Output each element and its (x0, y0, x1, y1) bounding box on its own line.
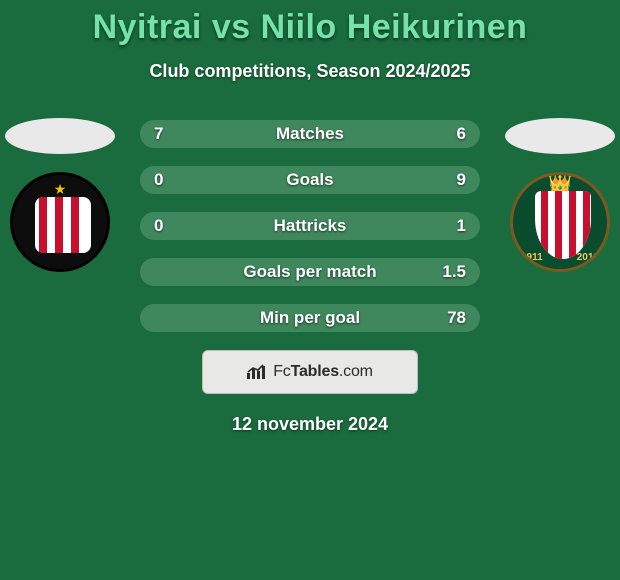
stat-row: Min per goal 78 (140, 304, 480, 332)
year-left: 1911 (521, 252, 543, 263)
left-crest: ★ (10, 172, 110, 272)
brand-suffix: .com (339, 363, 373, 380)
left-team-block: ★ (0, 118, 120, 272)
stat-right: 9 (457, 166, 466, 194)
subtitle: Club competitions, Season 2024/2025 (0, 61, 620, 82)
stat-right: 78 (447, 304, 466, 332)
stat-label: Hattricks (140, 212, 480, 240)
stat-row: Goals per match 1.5 (140, 258, 480, 286)
comparison-card: Nyitrai vs Niilo Heikurinen Club competi… (0, 0, 620, 580)
right-shield (535, 191, 591, 259)
brand-main: Tables (291, 363, 339, 380)
stat-right: 6 (457, 120, 466, 148)
brand-text: FcTables.com (273, 363, 373, 381)
right-team-block: 👑 1911 2013 (500, 118, 620, 272)
right-crest: 👑 1911 2013 (510, 172, 610, 272)
stat-right: 1.5 (442, 258, 466, 286)
year-right: 2013 (577, 252, 599, 263)
stat-label: Goals per match (140, 258, 480, 286)
left-flag (5, 118, 115, 154)
stat-row: 7 Matches 6 (140, 120, 480, 148)
star-icon: ★ (13, 181, 107, 198)
brand-prefix: Fc (273, 363, 290, 380)
stat-label: Min per goal (140, 304, 480, 332)
stat-row: 0 Goals 9 (140, 166, 480, 194)
stat-label: Goals (140, 166, 480, 194)
brand-box: FcTables.com (202, 350, 418, 394)
stat-row: 0 Hattricks 1 (140, 212, 480, 240)
page-title: Nyitrai vs Niilo Heikurinen (0, 0, 620, 47)
left-shield (35, 197, 91, 253)
date: 12 november 2024 (0, 414, 620, 435)
stat-right: 1 (457, 212, 466, 240)
chart-icon (247, 363, 267, 382)
stat-label: Matches (140, 120, 480, 148)
right-flag (505, 118, 615, 154)
